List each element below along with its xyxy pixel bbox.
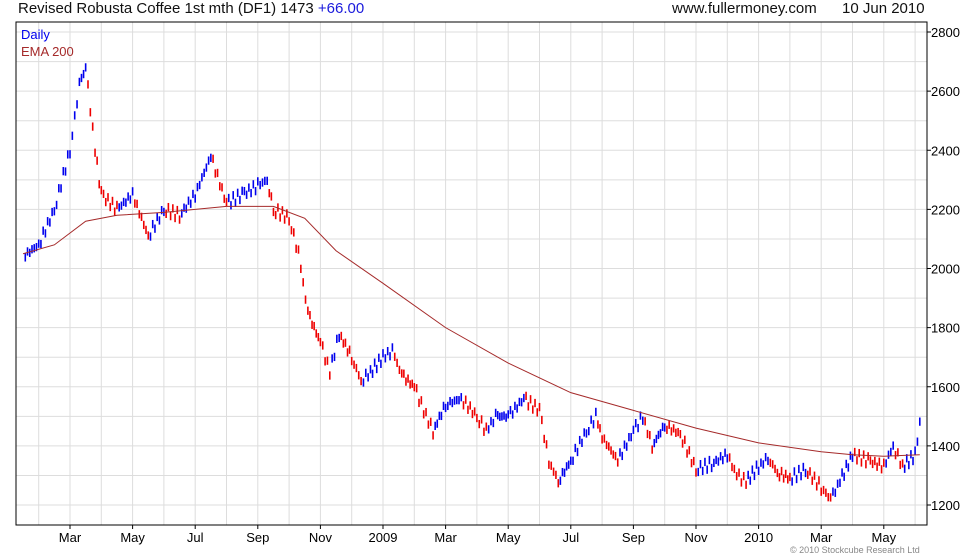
- legend-ema: EMA 200: [21, 44, 74, 59]
- chart-date: 10 Jun 2010: [842, 0, 925, 17]
- x-tick-label: 2010: [744, 530, 773, 545]
- x-tick-label: May: [496, 530, 521, 545]
- x-tick-label: Sep: [246, 530, 269, 545]
- x-tick-label: May: [120, 530, 145, 545]
- copyright: © 2010 Stockcube Research Ltd: [790, 545, 920, 555]
- plot-frame: [15, 21, 928, 526]
- x-tick-label: Mar: [59, 530, 82, 545]
- y-tick-label: 2400: [931, 143, 960, 158]
- y-tick-label: 2600: [931, 84, 960, 99]
- price-change: +66.00: [317, 0, 365, 17]
- y-tick-label: 1800: [931, 321, 960, 336]
- x-tick-label: Nov: [684, 530, 708, 545]
- x-tick-label: May: [872, 530, 897, 545]
- x-tick-label: Sep: [622, 530, 645, 545]
- x-tick-label: Mar: [810, 530, 833, 545]
- x-tick-label: Nov: [309, 530, 333, 545]
- title-text: Revised Robusta Coffee 1st mth (DF1) 147…: [18, 0, 314, 17]
- chart-title: Revised Robusta Coffee 1st mth (DF1) 147…: [18, 0, 364, 17]
- x-tick-label: Jul: [562, 530, 579, 545]
- y-tick-label: 2800: [931, 25, 960, 40]
- x-tick-label: Jul: [187, 530, 204, 545]
- site-link[interactable]: www.fullermoney.com: [672, 0, 817, 17]
- y-tick-label: 1600: [931, 380, 960, 395]
- y-tick-label: 1200: [931, 498, 960, 513]
- y-tick-label: 2200: [931, 202, 960, 217]
- y-tick-label: 1400: [931, 439, 960, 454]
- x-tick-label: 2009: [369, 530, 398, 545]
- x-tick-label: Mar: [434, 530, 457, 545]
- ema-200-line: [22, 205, 920, 457]
- legend-daily: Daily: [21, 27, 50, 42]
- y-tick-label: 2000: [931, 262, 960, 277]
